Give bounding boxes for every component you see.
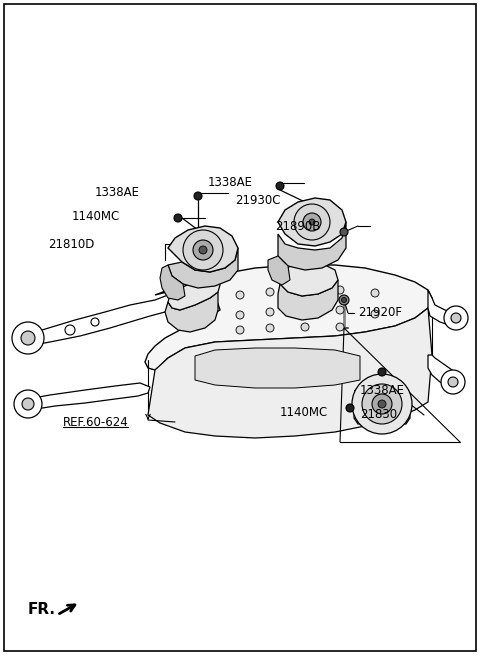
Polygon shape	[168, 248, 238, 288]
Circle shape	[91, 318, 99, 326]
Text: 1338AE: 1338AE	[95, 185, 140, 198]
Polygon shape	[354, 390, 410, 424]
Circle shape	[301, 323, 309, 331]
Polygon shape	[160, 265, 185, 300]
Circle shape	[301, 286, 309, 294]
Circle shape	[309, 219, 315, 225]
Circle shape	[352, 374, 412, 434]
Circle shape	[266, 324, 274, 332]
Circle shape	[294, 204, 330, 240]
Circle shape	[65, 325, 75, 335]
Polygon shape	[195, 348, 360, 388]
Text: 21890B: 21890B	[275, 219, 320, 233]
Text: 1140MC: 1140MC	[72, 210, 120, 223]
Polygon shape	[168, 278, 220, 310]
Circle shape	[336, 323, 344, 331]
Circle shape	[378, 400, 386, 408]
Text: 1338AE: 1338AE	[360, 383, 405, 396]
Circle shape	[199, 246, 207, 254]
Circle shape	[372, 394, 392, 414]
Circle shape	[236, 311, 244, 319]
Circle shape	[339, 295, 349, 305]
Polygon shape	[168, 226, 238, 272]
Circle shape	[336, 306, 344, 314]
Circle shape	[236, 291, 244, 299]
Circle shape	[336, 286, 344, 294]
Polygon shape	[20, 290, 183, 346]
Polygon shape	[165, 292, 218, 332]
Circle shape	[448, 377, 458, 387]
Circle shape	[266, 288, 274, 296]
Text: 21810D: 21810D	[48, 238, 95, 250]
Circle shape	[266, 308, 274, 316]
Circle shape	[21, 331, 35, 345]
Circle shape	[22, 398, 34, 410]
Circle shape	[371, 310, 379, 318]
Circle shape	[378, 368, 386, 376]
Text: FR.: FR.	[28, 603, 56, 618]
Circle shape	[276, 182, 284, 190]
Polygon shape	[278, 222, 346, 270]
Circle shape	[340, 228, 348, 236]
Circle shape	[174, 214, 182, 222]
Text: REF.60-624: REF.60-624	[63, 415, 129, 428]
Circle shape	[371, 289, 379, 297]
Polygon shape	[145, 265, 432, 370]
Circle shape	[14, 390, 42, 418]
Polygon shape	[22, 383, 150, 410]
Circle shape	[444, 306, 468, 330]
Circle shape	[451, 313, 461, 323]
Circle shape	[183, 230, 223, 270]
Polygon shape	[268, 256, 290, 285]
Text: 21930C: 21930C	[235, 193, 280, 206]
Text: 21830: 21830	[360, 409, 397, 422]
Circle shape	[301, 306, 309, 314]
Circle shape	[303, 213, 321, 231]
Text: 1338AE: 1338AE	[208, 176, 253, 189]
Polygon shape	[148, 308, 432, 438]
Polygon shape	[278, 280, 338, 320]
Circle shape	[362, 384, 402, 424]
Polygon shape	[280, 262, 338, 296]
Circle shape	[341, 297, 347, 303]
Polygon shape	[428, 290, 460, 326]
Circle shape	[346, 404, 354, 412]
Circle shape	[12, 322, 44, 354]
Polygon shape	[278, 198, 346, 246]
Circle shape	[193, 240, 213, 260]
Circle shape	[236, 326, 244, 334]
Circle shape	[194, 192, 202, 200]
Text: 1140MC: 1140MC	[280, 407, 328, 419]
Polygon shape	[428, 355, 458, 386]
Text: 21920F: 21920F	[358, 307, 402, 320]
Circle shape	[441, 370, 465, 394]
